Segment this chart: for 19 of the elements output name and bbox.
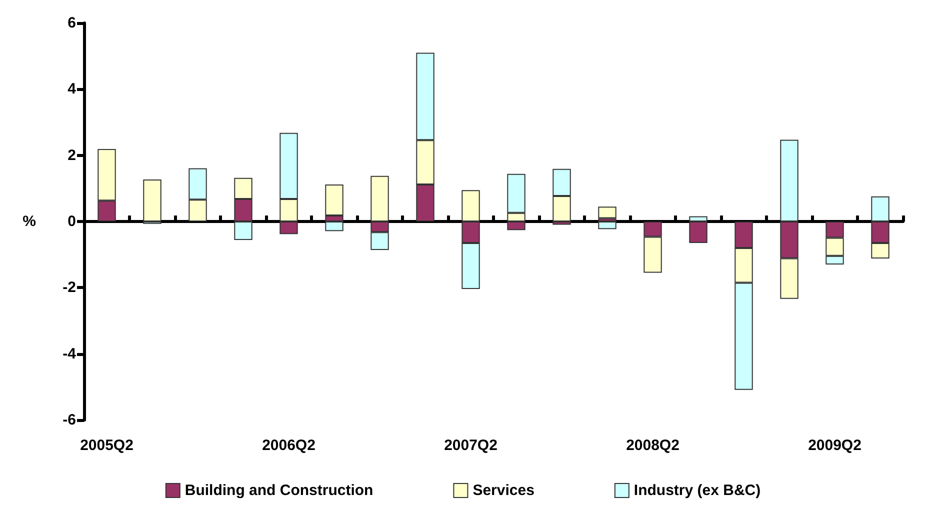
- y-tick-label: 4: [68, 80, 77, 98]
- x-tick-label: 2009Q2: [808, 437, 862, 454]
- bar: [143, 179, 162, 222]
- y-tick-label: -6: [62, 412, 76, 428]
- y-tick-label: 6: [68, 14, 76, 32]
- x-tick-label: 2006Q2: [262, 437, 316, 454]
- x-tick-label: 2008Q2: [626, 437, 680, 454]
- bar: [598, 206, 616, 218]
- x-tick-label: 2007Q2: [444, 437, 498, 454]
- y-axis-title: %: [22, 213, 36, 230]
- bar: [598, 222, 616, 230]
- y-tick-label: -4: [62, 345, 77, 362]
- x-tick-label: 2005Q2: [80, 437, 134, 454]
- y-tick-label: -2: [62, 279, 76, 296]
- legend-label: Building and Construction: [184, 482, 374, 499]
- legend-label: Industry (ex B&C): [634, 482, 761, 499]
- y-tick-label: 2: [68, 146, 76, 164]
- y-tick-label: 0: [68, 213, 76, 230]
- legend-label: Services: [472, 482, 534, 499]
